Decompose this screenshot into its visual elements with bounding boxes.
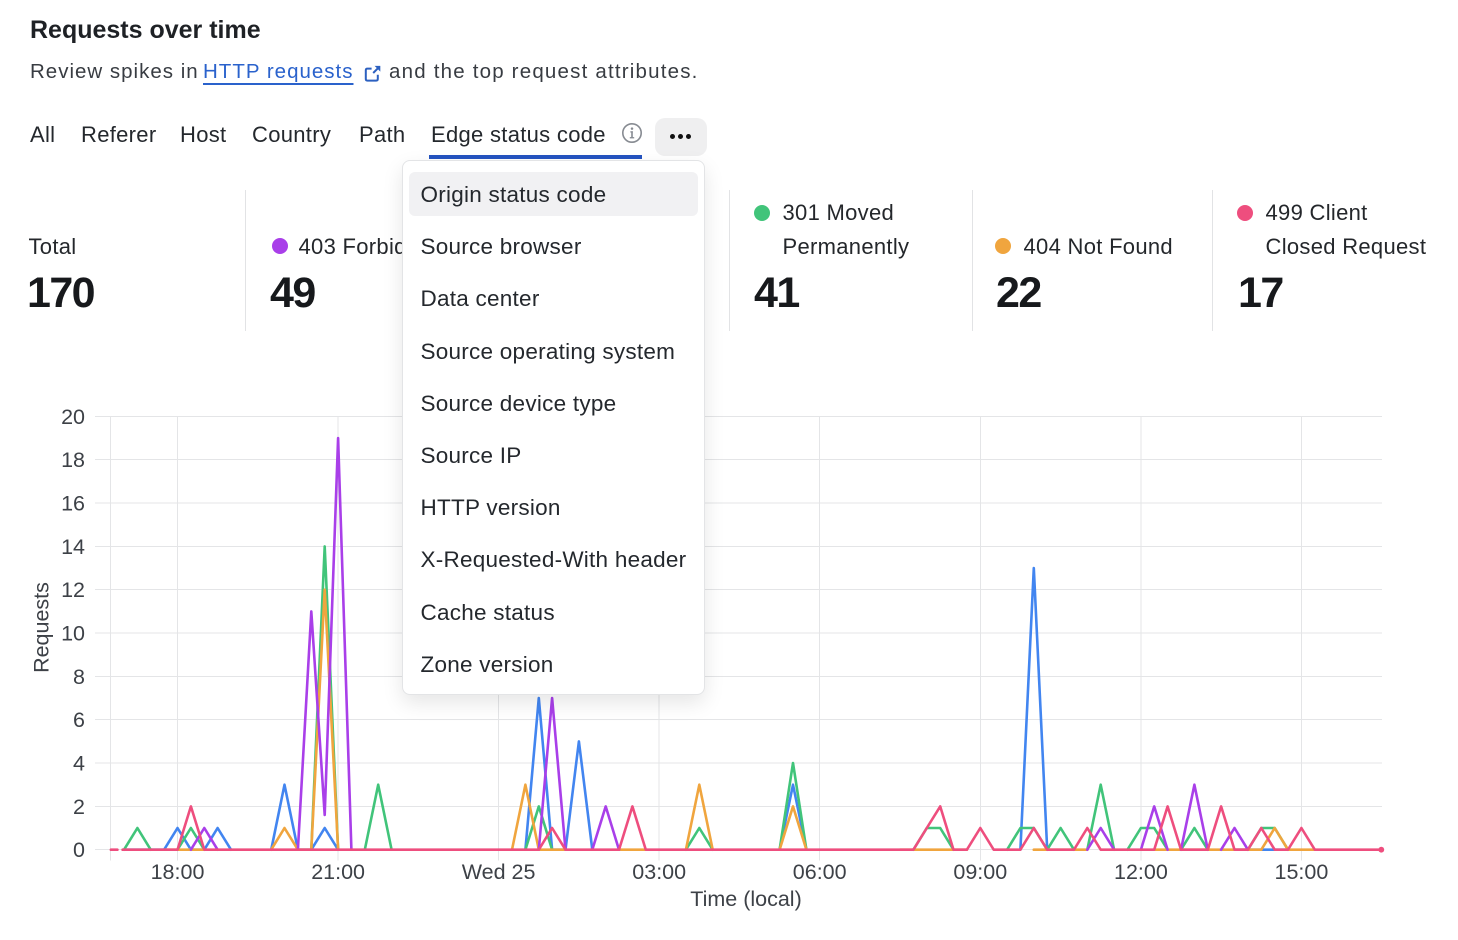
svg-text:Requests: Requests	[30, 582, 54, 673]
svg-text:21:00: 21:00	[311, 860, 365, 884]
svg-text:18:00: 18:00	[151, 860, 205, 884]
svg-text:0: 0	[73, 838, 85, 862]
svg-text:2: 2	[73, 795, 85, 819]
svg-text:15:00: 15:00	[1274, 860, 1328, 884]
svg-text:12: 12	[61, 578, 85, 602]
svg-text:18: 18	[61, 448, 85, 472]
svg-text:4: 4	[73, 751, 85, 775]
svg-text:16: 16	[61, 492, 85, 516]
svg-text:8: 8	[73, 665, 85, 689]
svg-text:06:00: 06:00	[793, 860, 847, 884]
svg-text:Time (local): Time (local)	[690, 887, 802, 911]
svg-text:Wed 25: Wed 25	[462, 860, 536, 884]
svg-text:09:00: 09:00	[953, 860, 1007, 884]
svg-text:20: 20	[61, 405, 85, 429]
svg-text:10: 10	[61, 621, 85, 645]
svg-text:12:00: 12:00	[1114, 860, 1168, 884]
svg-text:14: 14	[61, 535, 85, 559]
svg-text:6: 6	[73, 708, 85, 732]
svg-text:03:00: 03:00	[632, 860, 686, 884]
